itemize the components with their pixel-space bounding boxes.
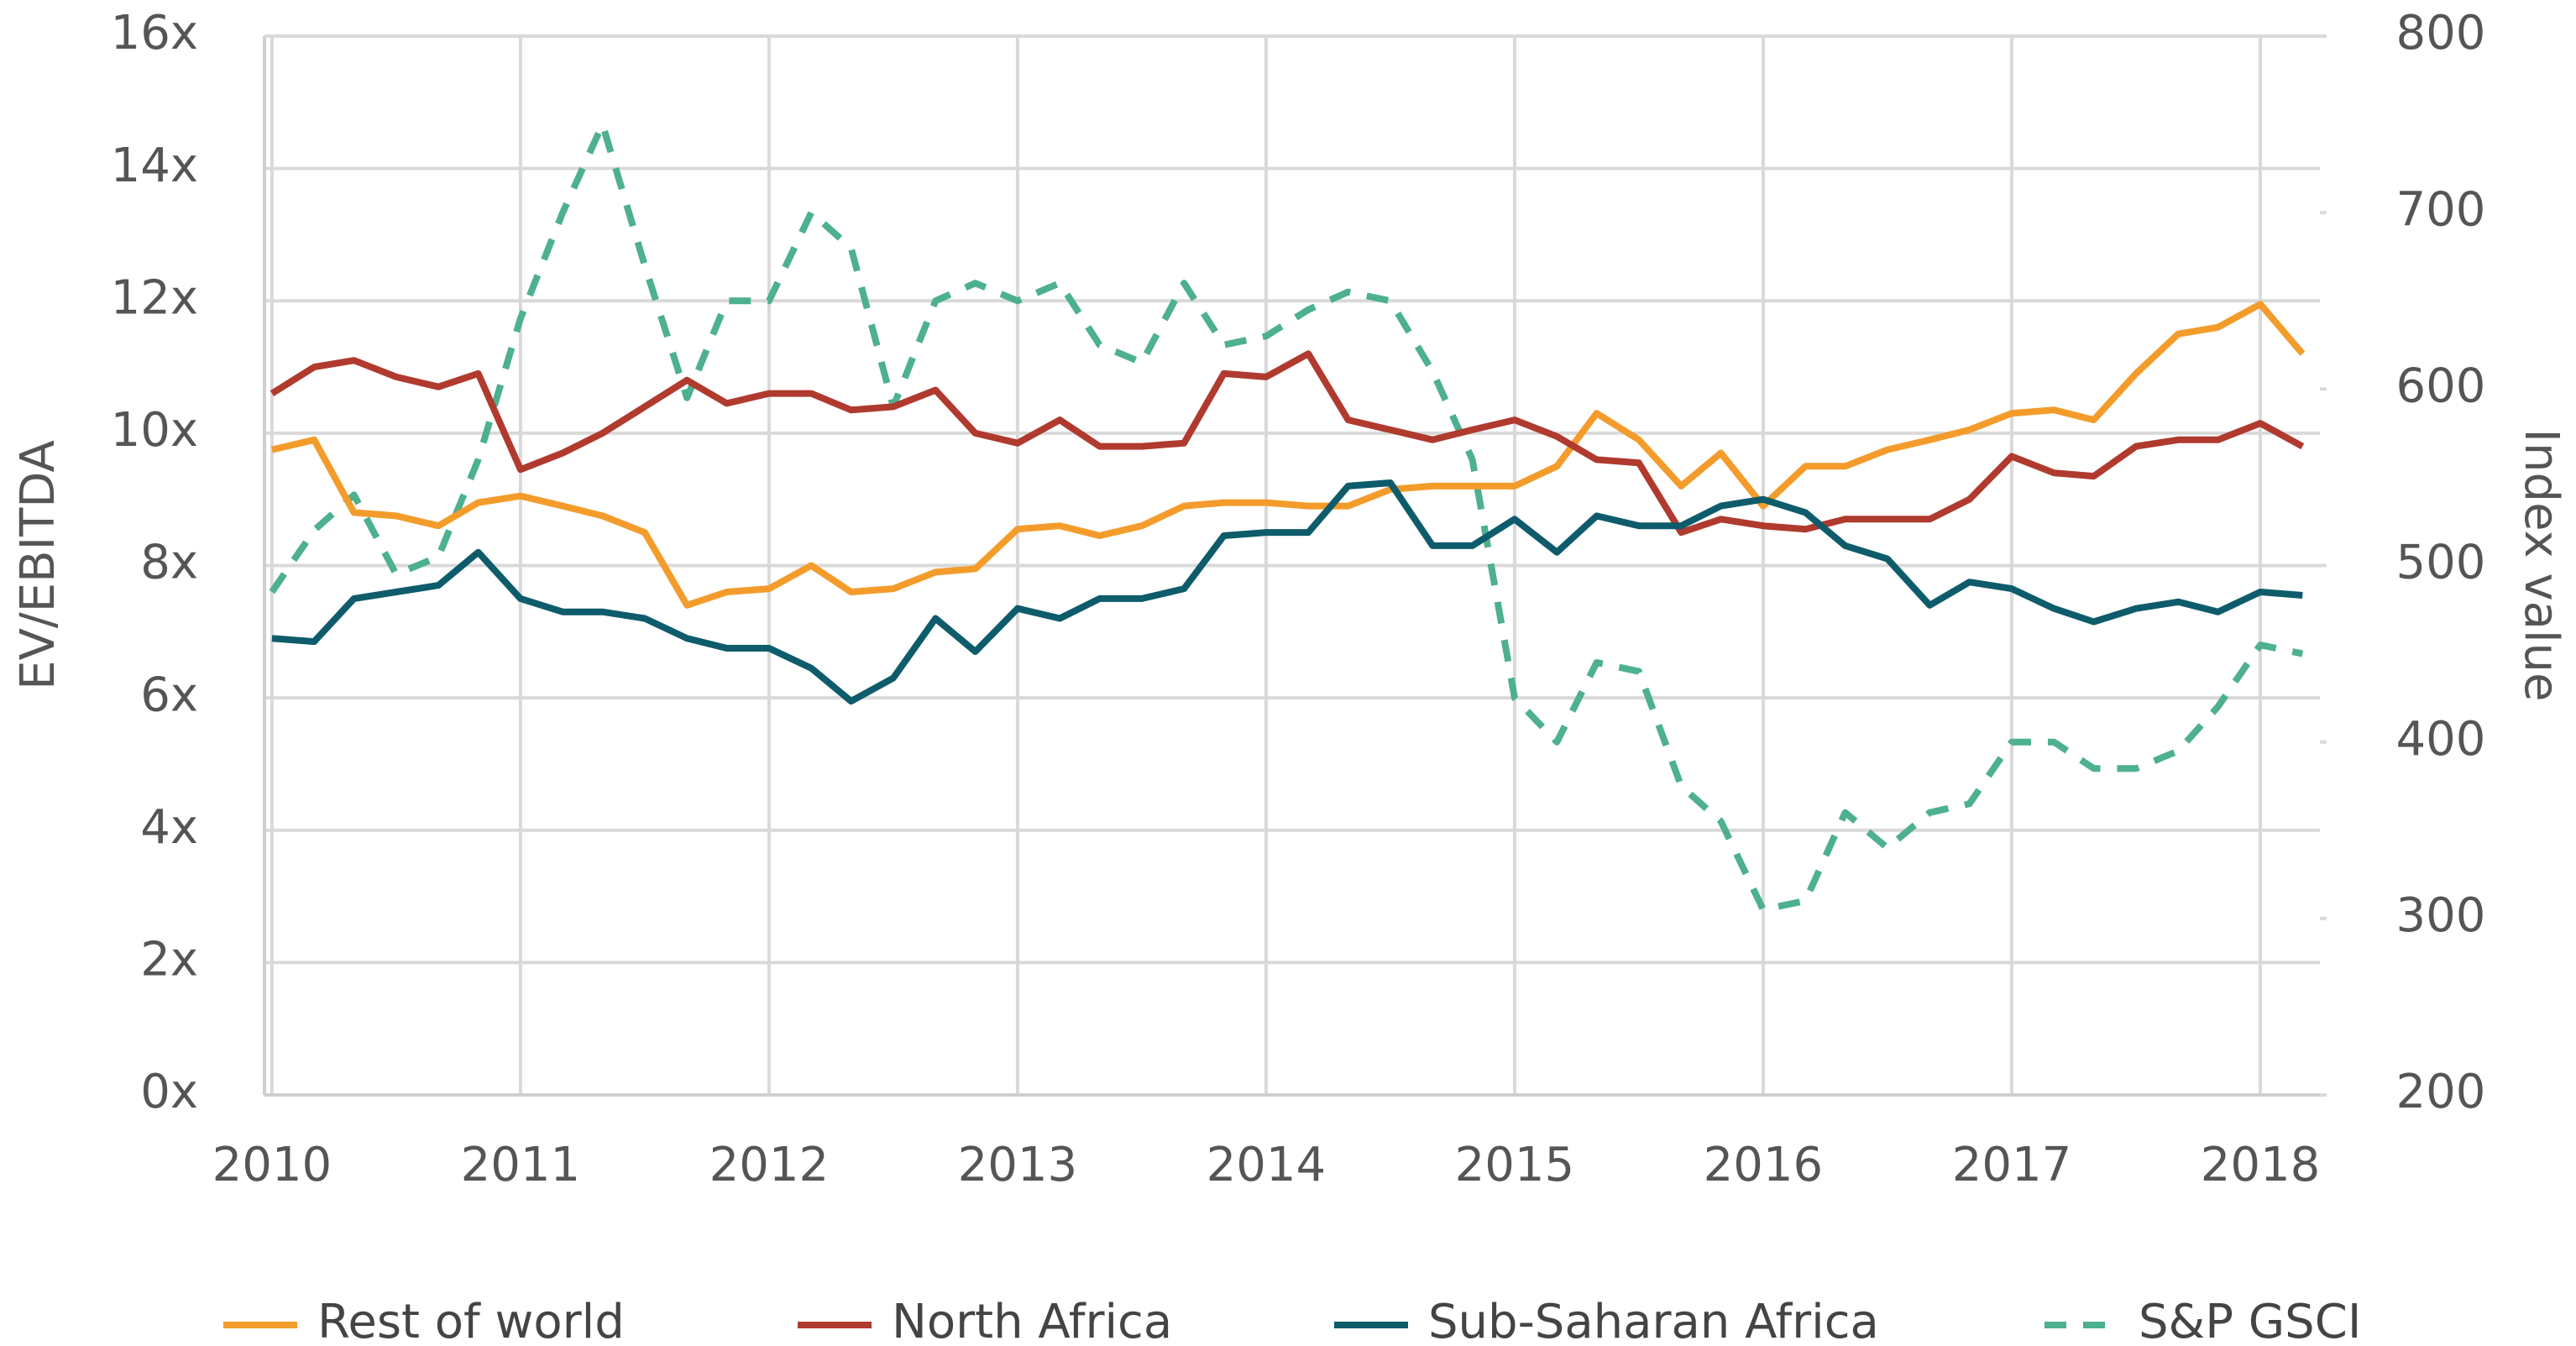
y-tick-label: 2x <box>140 933 198 987</box>
y-tick-label: 10x <box>111 403 198 458</box>
x-tick-label: 2017 <box>1952 1138 2072 1192</box>
y-tick-label: 14x <box>111 139 198 193</box>
y2-tick-label: 500 <box>2396 536 2486 590</box>
y2-axis-title: Index value <box>2514 429 2568 702</box>
y-tick-label: 8x <box>140 536 198 590</box>
y-tick-label: 16x <box>111 6 198 60</box>
x-tick-label: 2014 <box>1207 1138 1327 1192</box>
x-tick-label: 2012 <box>709 1138 830 1192</box>
y2-tick-label: 700 <box>2396 182 2486 237</box>
legend-label: Rest of world <box>317 1295 625 1346</box>
y2-tick-label: 800 <box>2396 6 2486 60</box>
legend-label: Sub-Saharan Africa <box>1428 1295 1879 1346</box>
series-line <box>270 350 2305 537</box>
grid <box>264 34 2320 1097</box>
y-tick-label: 12x <box>111 270 198 325</box>
y-tick-label: 6x <box>140 668 198 722</box>
y-tick-label: 0x <box>140 1065 198 1119</box>
legend: Rest of world North Africa Sub-Saharan Afr… <box>223 1295 2361 1346</box>
x-tick-label: 2011 <box>461 1138 581 1192</box>
x-tick-label: 2018 <box>2201 1138 2321 1192</box>
y-axis-title: EV/EBITDA <box>11 440 65 690</box>
x-tick-label: 2015 <box>1455 1138 1575 1192</box>
x-tick-label: 2010 <box>212 1138 332 1192</box>
series-line <box>269 121 2304 914</box>
x-tick-label: 2013 <box>958 1138 1078 1192</box>
y2-tick-label: 200 <box>2396 1065 2486 1119</box>
y2-tick-label: 300 <box>2396 888 2486 943</box>
series-line <box>270 301 2306 609</box>
series-line <box>271 479 2303 705</box>
y2-tick-label: 600 <box>2396 359 2486 413</box>
y2-tick-label: 400 <box>2396 712 2486 767</box>
x-tick-label: 2016 <box>1704 1138 1824 1192</box>
legend-label: North Africa <box>892 1295 1172 1346</box>
legend-label: S&P GSCI <box>2139 1295 2361 1346</box>
y-tick-label: 4x <box>140 800 198 855</box>
